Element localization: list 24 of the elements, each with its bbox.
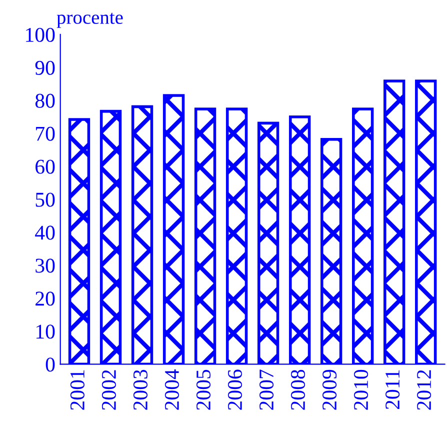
y-tick-label: 20 (36, 292, 55, 306)
x-tick-label: 2004 (164, 369, 179, 410)
y-tick-label: 80 (35, 94, 55, 108)
x-tick-label: 2005 (196, 370, 211, 410)
x-tick-label: 2009 (322, 370, 337, 410)
x-tick-label: 2007 (259, 370, 274, 410)
x-tick-label: 2002 (102, 370, 116, 410)
y-tick-label: 40 (35, 226, 55, 240)
x-tick-label: 2011 (386, 370, 400, 410)
y-tick-label: 30 (36, 258, 55, 273)
y-tick-label: 0 (46, 358, 55, 372)
x-tick-label: 2006 (228, 370, 242, 410)
x-tick-label: 2001 (70, 370, 84, 410)
y-axis-title: procente (56, 12, 123, 28)
y-tick-label: 100 (26, 28, 55, 42)
y-tick-label: 70 (36, 126, 55, 141)
x-tick-label: 2008 (290, 370, 306, 410)
x-tick-label: 2010 (354, 370, 368, 410)
y-tick-label: 60 (36, 160, 55, 174)
y-tick-label: 10 (36, 324, 55, 339)
x-tick-label: 2012 (417, 370, 432, 410)
x-tick-label: 2003 (133, 370, 148, 410)
y-tick-label: 90 (35, 60, 55, 75)
y-tick-label: 50 (36, 192, 55, 207)
